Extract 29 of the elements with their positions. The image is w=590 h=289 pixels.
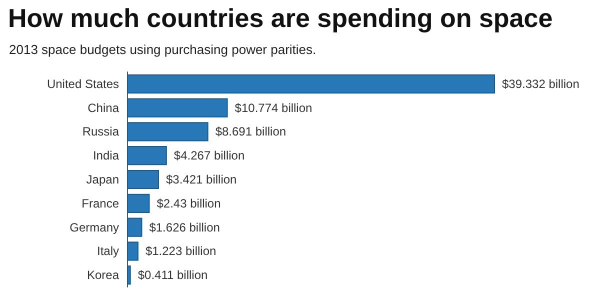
data-label: $3.421 billion (166, 172, 237, 186)
bar (127, 146, 167, 166)
data-label: $39.332 billion (502, 76, 580, 91)
data-label: $4.267 billion (174, 148, 245, 163)
data-label: $0.411 billion (138, 268, 208, 282)
y-tick-label: United States (46, 76, 119, 91)
chart-title: How much countries are spending on space (8, 3, 553, 33)
y-tick-label: Germany (70, 220, 119, 234)
bar (127, 266, 131, 285)
data-label: $2.43 billion (156, 196, 221, 210)
y-tick-label: France (82, 196, 120, 210)
y-tick-label: India (92, 148, 120, 163)
bar (127, 74, 495, 94)
data-label: $10.774 billion (234, 100, 312, 115)
y-tick-label: Italy (96, 244, 119, 258)
y-tick-label: Japan (86, 172, 119, 186)
bar (127, 170, 160, 190)
data-label: $8.691 billion (215, 124, 286, 139)
data-label: $1.626 billion (149, 220, 220, 234)
y-tick-label: Russia (82, 124, 120, 139)
bar (127, 98, 228, 118)
chart-subtitle: 2013 space budgets using purchasing power parities. (9, 42, 316, 57)
bar (127, 122, 208, 142)
y-tick-label: Korea (86, 268, 120, 282)
data-label: $1.223 billion (145, 244, 216, 258)
y-tick-label: China (88, 100, 120, 115)
bar (127, 218, 142, 237)
bar (127, 194, 150, 213)
bar (127, 242, 138, 261)
